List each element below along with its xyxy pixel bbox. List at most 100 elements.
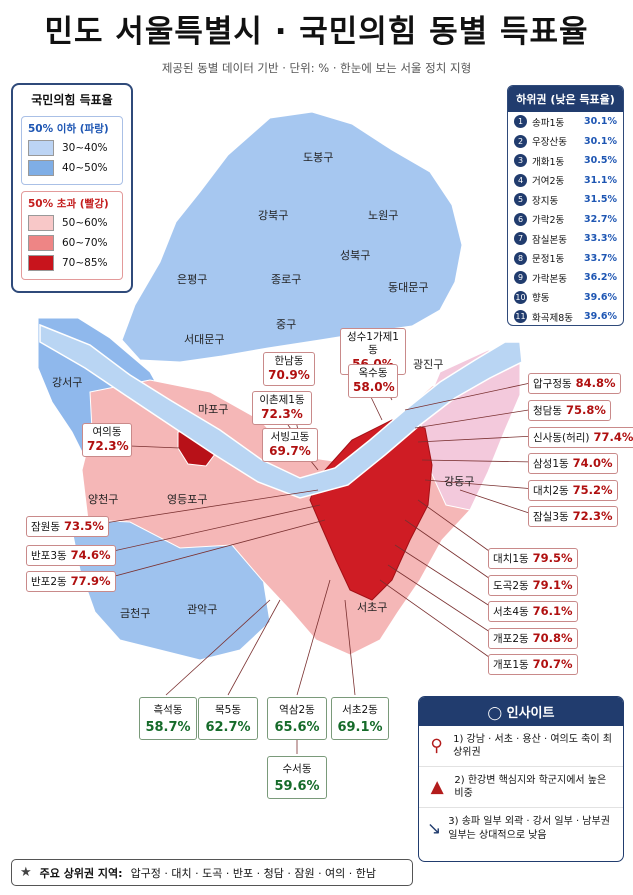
insight-panel: ◯ 인사이트 ⚲ 1) 강남 · 서초 · 용산 · 여의도 축이 최상위권 ▲… [418,696,624,862]
district-label-gwanak: 관악구 [187,603,218,616]
rank-value: 31.1% [584,174,617,186]
green-box-value: 65.6% [274,720,320,735]
rank-dong-name: 개화1동 [532,156,565,168]
dong-tag: 대치2동 75.2% [528,480,618,501]
insight-text: 3) 송파 일부 외곽 · 강서 일부 · 남부권 일부는 상대적으로 낮음 [448,816,610,841]
rank-number-badge: 6 [514,212,527,226]
district-label-jongno: 종로구 [271,273,302,286]
rank-value: 33.3% [584,233,617,245]
legend-item-label: 50~60% [62,217,108,229]
green-value-box: 수서동 59.6% [267,756,327,799]
rank-number-badge: 11 [514,310,527,324]
callout-name: 서빙고동 [270,431,310,443]
legend-group-blue: 50% 이하 (파랑) 30~40% 40~50% [21,116,123,185]
dong-tag-value: 77.4% [593,430,633,444]
dong-tag-name: 청담동 [533,405,562,417]
district-label-seodaemun: 서대문구 [184,333,225,346]
rank-number-badge: 10 [514,290,527,304]
green-box-value: 59.6% [274,779,320,794]
callout-value: 72.3% [87,439,129,454]
insight-title: 인사이트 [506,706,555,721]
callout-value: 58.0% [353,380,395,395]
ranking-row: 10 향동 39.6% [508,288,623,308]
legend-panel: 국민의힘 득표율 50% 이하 (파랑) 30~40% 40~50% 50% 초… [11,83,133,293]
dong-tag-name: 도곡2동 [493,580,529,592]
footer-areas: 압구정 · 대치 · 도곡 · 반포 · 청담 · 잠원 · 여의 · 한남 [130,866,377,880]
rank-value: 32.7% [584,213,617,225]
dong-tag-name: 반포2동 [31,576,67,588]
legend-item-label: 60~70% [62,237,108,249]
ranking-row: 7 잠실본동 33.3% [508,229,623,249]
green-value-box: 역삼2동 65.6% [267,697,327,740]
rank-value: 39.6% [584,291,617,303]
insight-item: ⚲ 1) 강남 · 서초 · 용산 · 여의도 축이 최상위권 [419,726,623,767]
dong-tag: 도곡2동 79.1% [488,575,578,596]
ranking-row: 9 가락본동 36.2% [508,268,623,288]
rank-dong-name: 우장산동 [532,137,567,149]
rank-value: 30.5% [584,155,617,167]
top-areas-footer: ★ 주요 상위권 지역: 압구정 · 대치 · 도곡 · 반포 · 청담 · 잠… [11,859,413,886]
ranking-row: 8 문정1동 33.7% [508,249,623,269]
green-box-name: 흑석동 [153,704,183,716]
district-label-mapo: 마포구 [198,403,229,416]
district-label-seocho: 서초구 [357,601,388,614]
dong-tag-value: 72.3% [572,509,613,523]
district-label-geumcheon: 금천구 [120,607,151,620]
callout-name: 여의동 [92,426,122,438]
dong-tag-name: 압구정동 [533,378,572,390]
dong-tag: 잠원동 73.5% [26,516,109,537]
rank-dong-name: 가락본동 [532,273,567,285]
legend-item: 60~70% [28,235,116,251]
legend-item: 30~40% [28,140,116,156]
page-title: 민도 서울특별시 · 국민의힘 동별 득표율 [44,14,589,50]
green-value-box: 목5동 62.7% [198,697,258,740]
rank-dong-name: 향동 [532,293,550,305]
dong-tag-value: 76.1% [532,604,573,618]
rank-value: 30.1% [584,116,617,128]
rank-number-badge: 4 [514,173,527,187]
ranking-row: 1 송파1동 30.1% [508,112,623,132]
callout-ichon: 이촌제1동 72.3% [252,391,312,426]
dong-tag-value: 84.8% [575,376,616,390]
dong-tag: 반포3동 74.6% [26,545,116,566]
star-icon: ★ [20,865,32,880]
green-box-value: 69.1% [337,720,383,735]
callout-oksu: 옥수동 58.0% [348,364,398,399]
rank-dong-name: 문정1동 [532,254,565,266]
lowest-ranking-list: 1 송파1동 30.1% 2 우장산동 30.1% 3 개화1동 30.5% 4 거여2동 31.1%… [508,112,623,325]
rank-dong-name: 거여2동 [532,176,565,188]
insight-item: ↘ 3) 송파 일부 외곽 · 강서 일부 · 남부권 일부는 상대적으로 낮음 [419,808,623,849]
dong-tag-name: 잠원동 [31,521,60,533]
rank-dong-name: 송파1동 [532,117,565,129]
dong-tag: 개포2동 70.8% [488,628,578,649]
dong-tag-name: 반포3동 [31,550,67,562]
map-pin-icon: ⚲ [430,736,443,756]
dong-tag-value: 74.6% [70,548,111,562]
ranking-row: 3 개화1동 30.5% [508,151,623,171]
district-label-dongdaemun: 동대문구 [388,281,429,294]
dong-tag: 개포1동 70.7% [488,654,578,675]
rank-dong-name: 잠실본동 [532,234,567,246]
green-box-value: 62.7% [205,720,251,735]
green-value-box: 흑석동 58.7% [139,697,197,740]
dong-tag-name: 대치1동 [493,553,529,565]
dong-tag-name: 개포1동 [493,659,529,671]
dong-tag-name: 대치2동 [533,485,569,497]
legend-item-label: 70~85% [62,257,108,269]
district-label-yeongdeungpo: 영등포구 [167,493,208,506]
dong-tag-name: 신사동(허리) [533,432,590,444]
rank-value: 36.2% [584,272,617,284]
lowest-ranking-panel: 하위권 (낮은 득표율) 1 송파1동 30.1% 2 우장산동 30.1% 3 개화1동 30… [507,85,624,326]
rank-number-badge: 7 [514,232,527,246]
dong-tag-value: 70.7% [532,657,573,671]
insight-header: ◯ 인사이트 [419,697,623,726]
legend-item: 50~60% [28,215,116,231]
han-river [39,323,523,499]
callout-value: 70.9% [268,368,310,383]
district-label-jung: 중구 [276,318,297,331]
district-label-nowon: 노원구 [368,209,399,222]
insight-text: 2) 한강변 핵심지와 학군지에서 높은 비중 [454,774,607,800]
rank-number-badge: 5 [514,193,527,207]
dong-tag-value: 79.5% [532,551,573,565]
graduation-cap-icon: ▲ [430,777,444,797]
